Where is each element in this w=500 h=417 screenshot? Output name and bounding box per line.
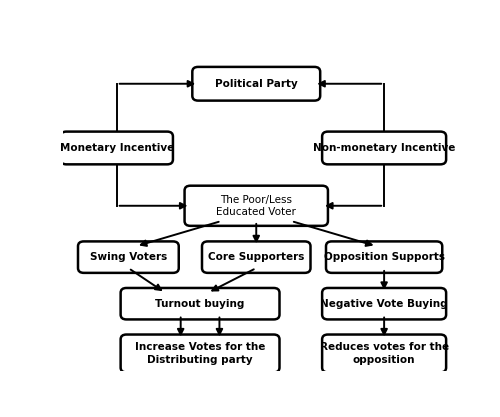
FancyBboxPatch shape xyxy=(322,132,446,164)
FancyBboxPatch shape xyxy=(120,288,280,319)
Text: Core Supporters: Core Supporters xyxy=(208,252,304,262)
FancyBboxPatch shape xyxy=(184,186,328,226)
FancyBboxPatch shape xyxy=(322,334,446,372)
FancyBboxPatch shape xyxy=(78,241,179,273)
FancyBboxPatch shape xyxy=(120,334,280,372)
Text: Increase Votes for the
Distributing party: Increase Votes for the Distributing part… xyxy=(135,342,265,365)
FancyBboxPatch shape xyxy=(192,67,320,100)
Text: Turnout buying: Turnout buying xyxy=(156,299,245,309)
Text: Non-monetary Incentive: Non-monetary Incentive xyxy=(313,143,456,153)
FancyBboxPatch shape xyxy=(326,241,442,273)
Text: The Poor/Less
Educated Voter: The Poor/Less Educated Voter xyxy=(216,195,296,217)
FancyBboxPatch shape xyxy=(202,241,310,273)
Text: Opposition Supports: Opposition Supports xyxy=(324,252,444,262)
Text: Negative Vote Buying: Negative Vote Buying xyxy=(320,299,448,309)
Text: Monetary Incentive: Monetary Incentive xyxy=(60,143,174,153)
FancyBboxPatch shape xyxy=(322,288,446,319)
Text: Swing Voters: Swing Voters xyxy=(90,252,167,262)
FancyBboxPatch shape xyxy=(60,132,173,164)
Text: Political Party: Political Party xyxy=(215,79,298,89)
Text: Reduces votes for the
opposition: Reduces votes for the opposition xyxy=(320,342,448,365)
